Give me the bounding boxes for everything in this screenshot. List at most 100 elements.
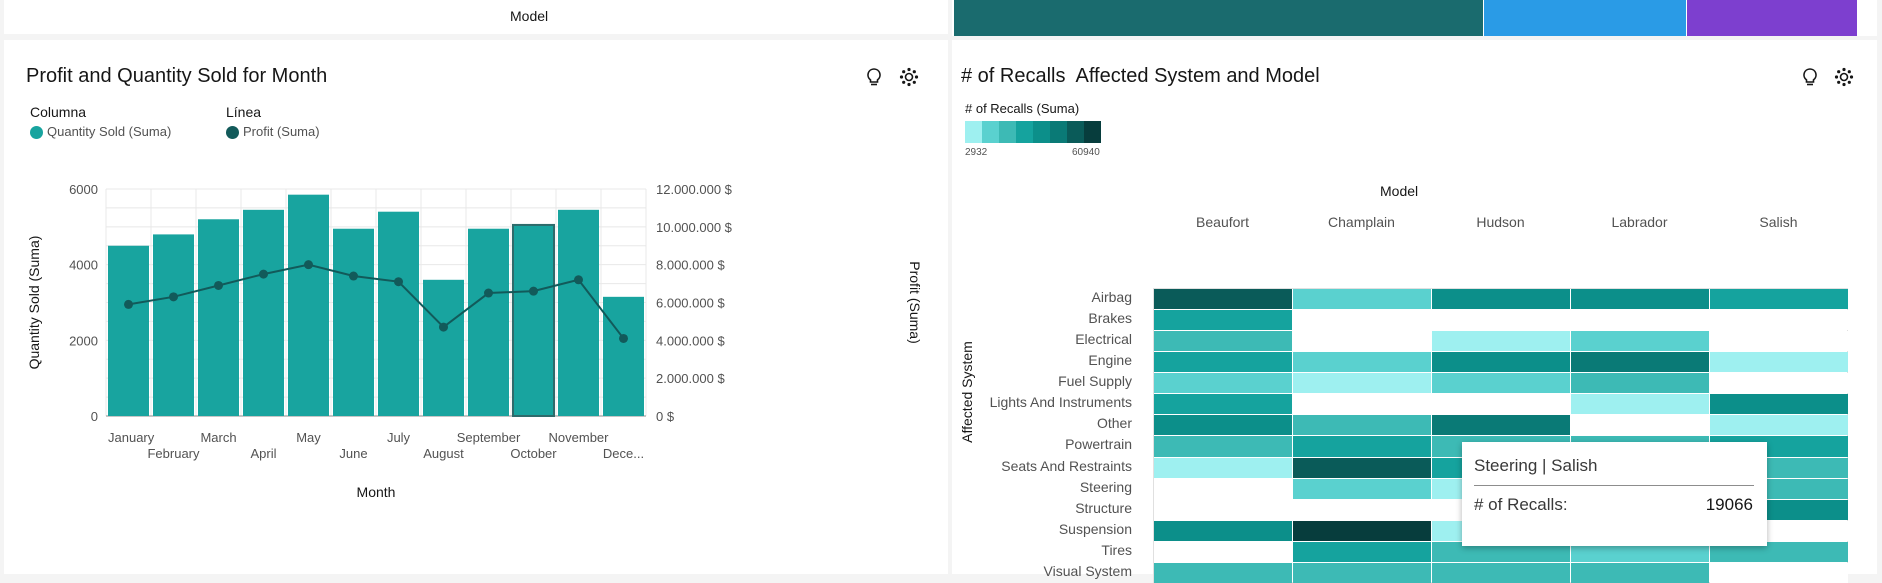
heatmap-cell[interactable] (1293, 478, 1431, 499)
heatmap-cell[interactable] (1432, 373, 1570, 394)
profit-point-february[interactable] (169, 292, 178, 302)
bar-february[interactable] (153, 234, 194, 416)
heatmap-cell[interactable] (1571, 373, 1709, 394)
profit-point-april[interactable] (259, 269, 268, 279)
heatmap-cell[interactable] (1293, 331, 1431, 352)
heatmap-cell[interactable] (1154, 331, 1292, 352)
heatmap-legend-max: 60940 (1072, 147, 1100, 158)
heatmap-cell[interactable] (1432, 541, 1570, 562)
profit-point-march[interactable] (214, 280, 223, 290)
heatmap-cell[interactable] (1154, 562, 1292, 583)
heatmap-cell[interactable] (1293, 310, 1431, 331)
bar-september[interactable] (468, 228, 509, 416)
bar-march[interactable] (198, 219, 239, 416)
bar-january[interactable] (108, 245, 149, 416)
heatmap-cell[interactable] (1154, 289, 1292, 310)
heatmap-cell[interactable] (1293, 415, 1431, 436)
heatmap-cell[interactable] (1571, 415, 1709, 436)
legend-line-heading: Línea (226, 104, 262, 120)
heatmap-cell[interactable] (1154, 352, 1292, 373)
bar-october[interactable] (512, 223, 555, 417)
recalls-panel: # of Recalls Affected System and Model #… (952, 40, 1877, 583)
heatmap-cell[interactable] (1154, 394, 1292, 415)
settings-icon[interactable] (898, 66, 920, 88)
bar-april[interactable] (243, 209, 284, 416)
bar-june[interactable] (333, 228, 374, 416)
heatmap-cell[interactable] (1293, 289, 1431, 310)
heatmap-cell[interactable] (1154, 436, 1292, 457)
heatmap-cell[interactable] (1710, 415, 1848, 436)
top-strip-segment-1[interactable] (954, 0, 1483, 36)
heatmap-cell[interactable] (1154, 457, 1292, 478)
heatmap-cell[interactable] (1154, 478, 1292, 499)
top-right-panel (952, 0, 1877, 36)
heatmap-cell[interactable] (1571, 562, 1709, 583)
heatmap-row-label: Brakes (1088, 310, 1132, 327)
settings-icon[interactable] (1833, 66, 1855, 88)
bar-may[interactable] (288, 194, 329, 416)
heatmap-cell[interactable] (1293, 352, 1431, 373)
legend-item-quantity[interactable]: Quantity Sold (Suma) (30, 124, 171, 140)
heatmap-cell[interactable] (1293, 520, 1431, 541)
heatmap-cell[interactable] (1571, 289, 1709, 310)
heatmap-row-label: Engine (1088, 352, 1132, 369)
heatmap-cell[interactable] (1710, 394, 1848, 415)
heatmap-cell[interactable] (1293, 562, 1431, 583)
heatmap-cell[interactable] (1154, 541, 1292, 562)
heatmap-cell[interactable] (1710, 352, 1848, 373)
heatmap-cell[interactable] (1432, 352, 1570, 373)
legend-dot-quantity (30, 126, 43, 140)
x-tick-label: September (457, 430, 521, 445)
heatmap-cell[interactable] (1710, 541, 1848, 562)
heatmap-cell[interactable] (1432, 331, 1570, 352)
legend-item-profit[interactable]: Profit (Suma) (226, 124, 320, 140)
heatmap-cell[interactable] (1432, 394, 1570, 415)
heatmap-cell[interactable] (1293, 541, 1431, 562)
profit-point-october[interactable] (529, 286, 538, 296)
bar-dece[interactable] (603, 296, 644, 416)
heatmap-cell[interactable] (1154, 520, 1292, 541)
heatmap-cell[interactable] (1293, 373, 1431, 394)
heatmap-cell[interactable] (1710, 331, 1848, 352)
bar-august[interactable] (423, 279, 464, 416)
bar-november[interactable] (558, 209, 599, 416)
legend-item-profit-label: Profit (Suma) (243, 124, 320, 139)
heatmap-cell[interactable] (1432, 289, 1570, 310)
profit-point-june[interactable] (349, 271, 358, 281)
top-strip-segment-2[interactable] (1484, 0, 1686, 36)
heatmap-cell[interactable] (1710, 310, 1848, 331)
heatmap-cell[interactable] (1293, 499, 1431, 520)
heatmap-cell[interactable] (1432, 310, 1570, 331)
heatmap-cell[interactable] (1432, 562, 1570, 583)
heatmap-cell[interactable] (1571, 352, 1709, 373)
heatmap-cell[interactable] (1571, 394, 1709, 415)
heatmap-cell[interactable] (1571, 310, 1709, 331)
heatmap-cell[interactable] (1432, 415, 1570, 436)
heatmap-cell[interactable] (1571, 331, 1709, 352)
profit-point-may[interactable] (304, 260, 313, 270)
heatmap-cell[interactable] (1293, 394, 1431, 415)
heatmap-legend-swatch (965, 121, 982, 143)
heatmap-cell[interactable] (1293, 436, 1431, 457)
profit-point-august[interactable] (439, 322, 448, 332)
heatmap-cell[interactable] (1710, 373, 1848, 394)
heatmap-cell[interactable] (1154, 373, 1292, 394)
heatmap-cell[interactable] (1154, 415, 1292, 436)
heatmap-cell[interactable] (1154, 499, 1292, 520)
profit-point-november[interactable] (574, 275, 583, 285)
heatmap-legend-swatch (1084, 121, 1101, 143)
top-strip-segment-3[interactable] (1687, 0, 1857, 36)
profit-point-july[interactable] (394, 277, 403, 287)
heatmap-cell[interactable] (1710, 562, 1848, 583)
lightbulb-icon[interactable] (1799, 66, 1821, 88)
x-tick-label: November (549, 430, 610, 445)
profit-point-september[interactable] (484, 288, 493, 298)
bar-july[interactable] (378, 211, 419, 416)
heatmap-cell[interactable] (1293, 457, 1431, 478)
lightbulb-icon[interactable] (863, 66, 885, 88)
heatmap-cell[interactable] (1710, 289, 1848, 310)
heatmap-cell[interactable] (1571, 541, 1709, 562)
profit-point-january[interactable] (124, 299, 133, 309)
profit-point-dece[interactable] (619, 333, 628, 343)
heatmap-cell[interactable] (1154, 310, 1292, 331)
